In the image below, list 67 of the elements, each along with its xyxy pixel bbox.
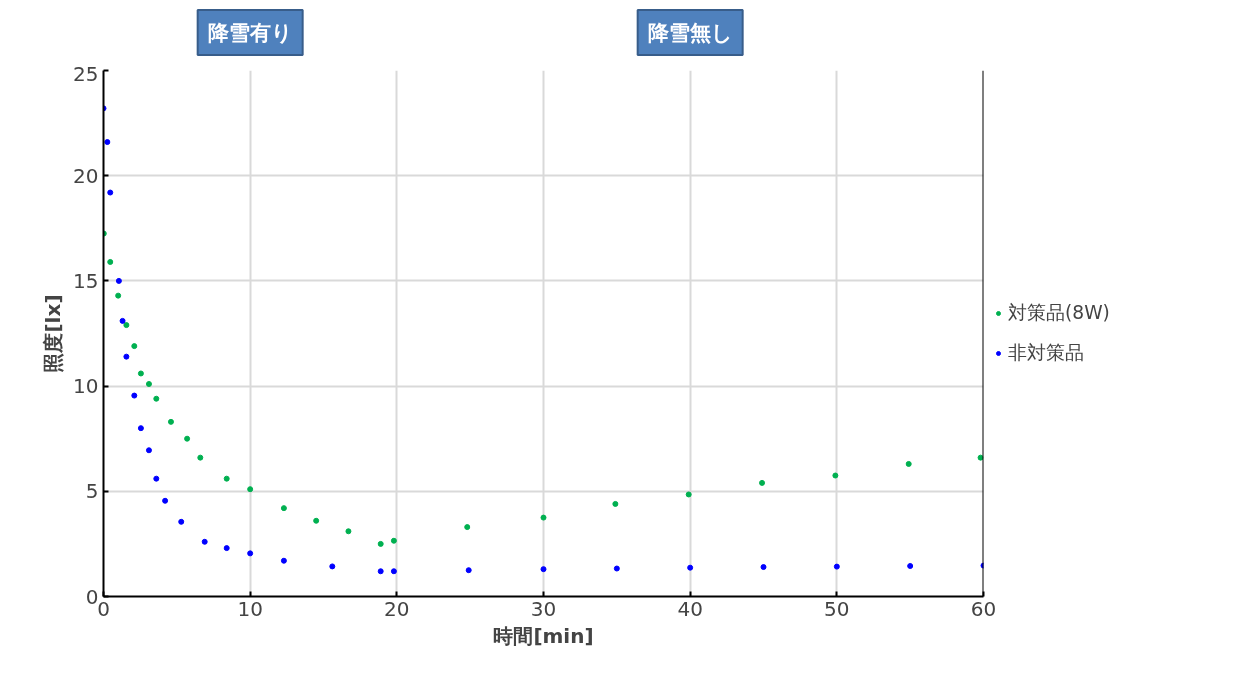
y-tick-label: 15 bbox=[73, 268, 99, 293]
point bbox=[313, 517, 320, 524]
point bbox=[145, 381, 152, 387]
point bbox=[123, 322, 130, 329]
point bbox=[377, 568, 384, 575]
point bbox=[115, 277, 122, 284]
point bbox=[145, 447, 152, 454]
point bbox=[907, 563, 914, 569]
point bbox=[280, 505, 287, 512]
point bbox=[247, 550, 254, 557]
point bbox=[107, 258, 114, 265]
point bbox=[167, 418, 174, 425]
point bbox=[833, 563, 840, 570]
y-axis-title: 照度[lx] bbox=[41, 294, 66, 373]
point bbox=[759, 479, 766, 486]
point bbox=[464, 524, 471, 531]
x-tick-label: 50 bbox=[824, 596, 850, 621]
point bbox=[201, 538, 208, 545]
point bbox=[345, 528, 352, 535]
point bbox=[197, 454, 204, 461]
point bbox=[137, 425, 144, 432]
x-tick-label: 10 bbox=[237, 596, 263, 621]
text: 降雪無し bbox=[647, 20, 733, 46]
point bbox=[390, 537, 397, 544]
y-tick-label: 25 bbox=[73, 61, 99, 86]
text: 降雪有り bbox=[207, 20, 293, 46]
legend-label: 非対策品 bbox=[1008, 341, 1084, 365]
point bbox=[977, 454, 984, 461]
legend-label: 対策品(8W) bbox=[1008, 301, 1110, 325]
point bbox=[613, 565, 620, 572]
point bbox=[832, 472, 839, 479]
point bbox=[178, 518, 185, 525]
point bbox=[377, 540, 384, 547]
point bbox=[540, 514, 547, 521]
point bbox=[184, 435, 191, 442]
point bbox=[123, 353, 130, 360]
point bbox=[104, 139, 111, 146]
point bbox=[247, 486, 254, 493]
point bbox=[223, 475, 230, 482]
point bbox=[119, 317, 126, 324]
point bbox=[280, 557, 287, 564]
y-tick-label: 5 bbox=[85, 479, 99, 504]
x-tick-label: 60 bbox=[970, 596, 997, 621]
point bbox=[465, 567, 472, 574]
point bbox=[162, 497, 169, 504]
point bbox=[905, 460, 912, 467]
point bbox=[153, 475, 160, 482]
point bbox=[685, 491, 692, 498]
point bbox=[760, 564, 767, 571]
x-tick-label: 20 bbox=[384, 596, 410, 621]
y-tick-label: 20 bbox=[73, 163, 99, 188]
point bbox=[137, 370, 144, 377]
point bbox=[153, 395, 160, 402]
y-tick-label: 10 bbox=[73, 374, 99, 399]
x-tick-label: 40 bbox=[677, 596, 703, 621]
point bbox=[329, 563, 336, 570]
point bbox=[223, 545, 230, 552]
x-axis-title: 時間[min] bbox=[493, 623, 594, 648]
point bbox=[540, 566, 547, 573]
x-tick-label: 30 bbox=[530, 596, 557, 621]
point bbox=[107, 189, 114, 196]
point bbox=[687, 564, 694, 571]
point bbox=[612, 500, 619, 507]
point bbox=[115, 292, 122, 299]
point bbox=[131, 392, 138, 399]
point bbox=[390, 568, 397, 575]
point bbox=[131, 343, 138, 350]
